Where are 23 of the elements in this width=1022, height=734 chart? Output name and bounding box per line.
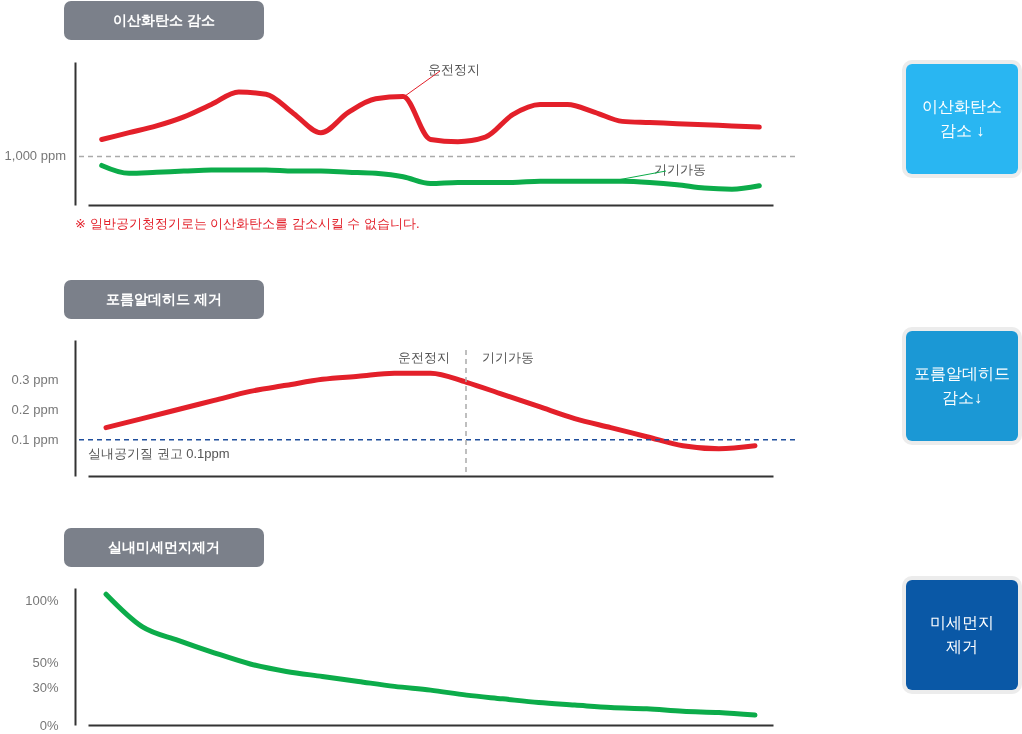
y-tick-label: 0.3 ppm: [11, 371, 59, 387]
y-tick-label: 0%: [39, 717, 59, 733]
y-tick-label: 30%: [32, 680, 59, 696]
chart-title: 포름알데히드 제거: [64, 280, 264, 319]
ref-line-label: 1,000 ppm: [4, 148, 66, 164]
ref-line-label: 실내공기질 권고 0.1ppm: [88, 445, 230, 461]
annotation: 운전정지: [398, 349, 450, 367]
y-tick-label: 0.2 ppm: [11, 402, 59, 418]
text: 운전정지: [428, 61, 480, 79]
y-tick-label: 0.1 ppm: [11, 432, 59, 448]
annotation: 기기가동: [482, 349, 534, 367]
text: ※ 일반공기청정기로는 이산화탄소를 감소시킬 수 없습니다.: [75, 215, 420, 233]
text: 이산화탄소: [922, 97, 1002, 117]
text: 제거: [946, 637, 978, 657]
text: 감소↓: [942, 388, 982, 408]
y-tick-label: 50%: [32, 655, 59, 671]
chart-title: 이산화탄소 감소: [64, 1, 264, 40]
y-tick-label: 100%: [25, 592, 59, 608]
text: 미세먼지: [930, 613, 994, 633]
text: 포름알데히드: [914, 364, 1010, 384]
text: 감소 ↓: [939, 121, 985, 141]
chart-title: 실내미세먼지제거: [64, 528, 264, 567]
annotation: 기기가동: [654, 161, 706, 179]
